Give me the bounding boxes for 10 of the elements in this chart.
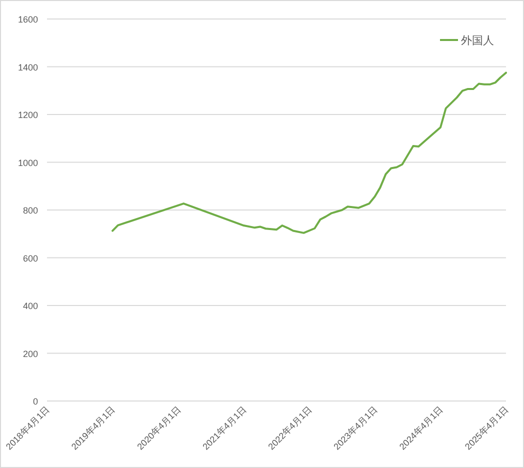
y-tick-label: 400: [22, 301, 38, 311]
y-tick-label: 1000: [18, 158, 38, 168]
y-tick-label: 0: [32, 396, 38, 406]
y-tick-label: 1200: [18, 110, 38, 120]
y-tick-label: 1600: [18, 14, 38, 24]
legend-label: 外国人: [461, 35, 494, 47]
y-tick-label: 600: [22, 253, 38, 264]
y-tick-label: 1400: [18, 62, 38, 72]
y-tick-label: 800: [22, 206, 38, 216]
y-tick-label: 200: [22, 348, 38, 359]
